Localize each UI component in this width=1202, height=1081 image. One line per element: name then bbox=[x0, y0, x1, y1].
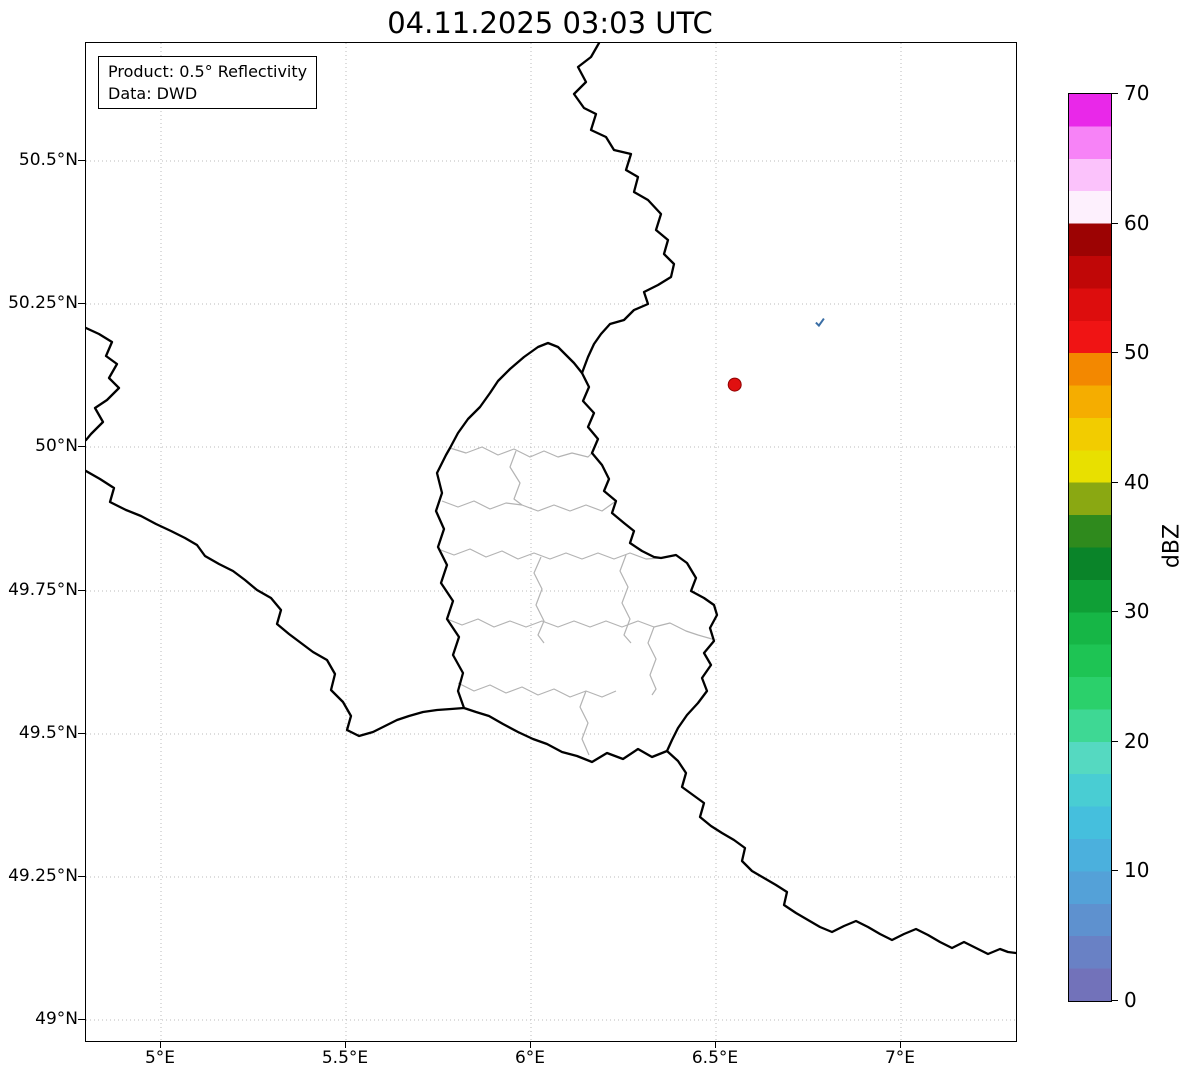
colorbar-tick-mark bbox=[1111, 482, 1118, 483]
x-tick-mark bbox=[345, 1041, 346, 1048]
y-tick-label: 49.75°N bbox=[8, 580, 78, 600]
colorbar-gradient bbox=[1069, 94, 1111, 1001]
x-tick-label: 5.5°E bbox=[321, 1048, 369, 1068]
x-tick-mark bbox=[530, 1041, 531, 1048]
y-tick-mark bbox=[78, 590, 85, 591]
outline-luxembourg bbox=[434, 341, 719, 764]
colorbar-tick-mark bbox=[1111, 352, 1118, 353]
y-tick-mark bbox=[78, 303, 85, 304]
y-tick-mark bbox=[78, 160, 85, 161]
colorbar-tick-label: 20 bbox=[1124, 729, 1150, 753]
district-borders bbox=[437, 446, 713, 756]
colorbar-tick-mark bbox=[1111, 223, 1118, 224]
x-tick-label: 5°E bbox=[144, 1048, 176, 1068]
y-tick-mark bbox=[78, 733, 85, 734]
x-tick-mark bbox=[900, 1041, 901, 1048]
colorbar-tick-label: 30 bbox=[1124, 599, 1150, 623]
y-tick-label: 49.5°N bbox=[18, 723, 78, 743]
y-tick-mark bbox=[78, 876, 85, 877]
colorbar bbox=[1068, 93, 1112, 1002]
border-france-belgium-givet bbox=[86, 326, 121, 442]
y-tick-mark bbox=[78, 1019, 85, 1020]
x-tick-label: 6°E bbox=[514, 1048, 546, 1068]
y-tick-label: 50°N bbox=[35, 436, 78, 456]
colorbar-tick-label: 50 bbox=[1124, 340, 1150, 364]
colorbar-tick-mark bbox=[1111, 870, 1118, 871]
colorbar-tick-mark bbox=[1111, 93, 1118, 94]
y-tick-label: 50.25°N bbox=[8, 293, 78, 313]
colorbar-tick-label: 10 bbox=[1124, 858, 1150, 882]
y-tick-label: 49°N bbox=[35, 1009, 78, 1029]
radar-cell-marker bbox=[727, 377, 742, 392]
colorbar-tick-label: 60 bbox=[1124, 211, 1150, 235]
colorbar-tick-mark bbox=[1111, 1000, 1118, 1001]
x-tick-label: 7°E bbox=[884, 1048, 916, 1068]
product-info-box: Product: 0.5° Reflectivity Data: DWD bbox=[98, 56, 318, 110]
data-source-line: Data: DWD bbox=[108, 83, 198, 103]
precip-echo-mark bbox=[815, 318, 825, 328]
colorbar-tick-label: 40 bbox=[1124, 470, 1150, 494]
border-belgium-germany bbox=[572, 43, 676, 375]
colorbar-tick-label: 0 bbox=[1124, 988, 1137, 1012]
map-svg bbox=[86, 43, 1016, 1041]
figure-title: 04.11.2025 03:03 UTC bbox=[387, 6, 713, 40]
x-tick-label: 6.5°E bbox=[691, 1048, 739, 1068]
colorbar-tick-label: 70 bbox=[1124, 81, 1150, 105]
colorbar-axis-label: dBZ bbox=[1159, 523, 1185, 569]
border-france-germany bbox=[665, 749, 1016, 956]
border-france-belgium bbox=[86, 469, 466, 738]
x-tick-mark bbox=[160, 1041, 161, 1048]
y-tick-label: 49.25°N bbox=[8, 866, 78, 886]
colorbar-tick-mark bbox=[1111, 611, 1118, 612]
y-tick-mark bbox=[78, 446, 85, 447]
x-tick-mark bbox=[715, 1041, 716, 1048]
y-tick-label: 50.5°N bbox=[18, 150, 78, 170]
national-borders bbox=[86, 43, 1016, 956]
colorbar-tick-mark bbox=[1111, 741, 1118, 742]
gridlines bbox=[86, 43, 1016, 1041]
plot-area: Product: 0.5° Reflectivity Data: DWD bbox=[85, 42, 1017, 1042]
product-info-line: Product: 0.5° Reflectivity bbox=[108, 62, 308, 81]
